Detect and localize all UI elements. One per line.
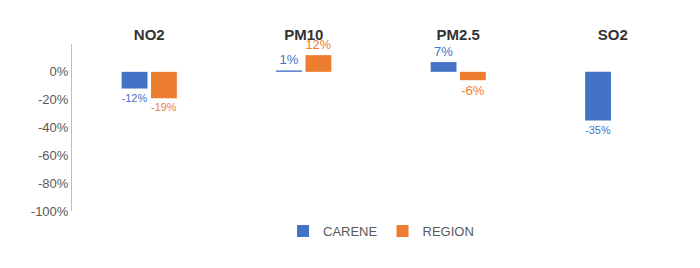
svg-text:12%: 12% [306,38,331,52]
svg-text:CARENE: CARENE [323,224,378,239]
svg-text:-19%: -19% [151,101,177,113]
svg-text:-20%: -20% [38,92,69,107]
svg-text:-60%: -60% [38,148,69,163]
svg-text:-12%: -12% [122,92,148,104]
svg-text:-80%: -80% [38,176,69,191]
svg-text:-40%: -40% [38,120,69,135]
svg-text:PM10: PM10 [284,26,323,43]
svg-text:7%: 7% [434,44,453,59]
svg-text:NO2: NO2 [134,26,165,43]
svg-text:0%: 0% [50,64,69,79]
svg-text:1%: 1% [279,52,298,67]
svg-text:SO2: SO2 [598,26,628,43]
svg-text:-35%: -35% [585,124,611,136]
svg-text:-6%: -6% [461,83,485,98]
svg-text:-100%: -100% [31,204,69,219]
svg-text:REGION: REGION [423,224,474,239]
svg-text:PM2.5: PM2.5 [437,26,480,43]
